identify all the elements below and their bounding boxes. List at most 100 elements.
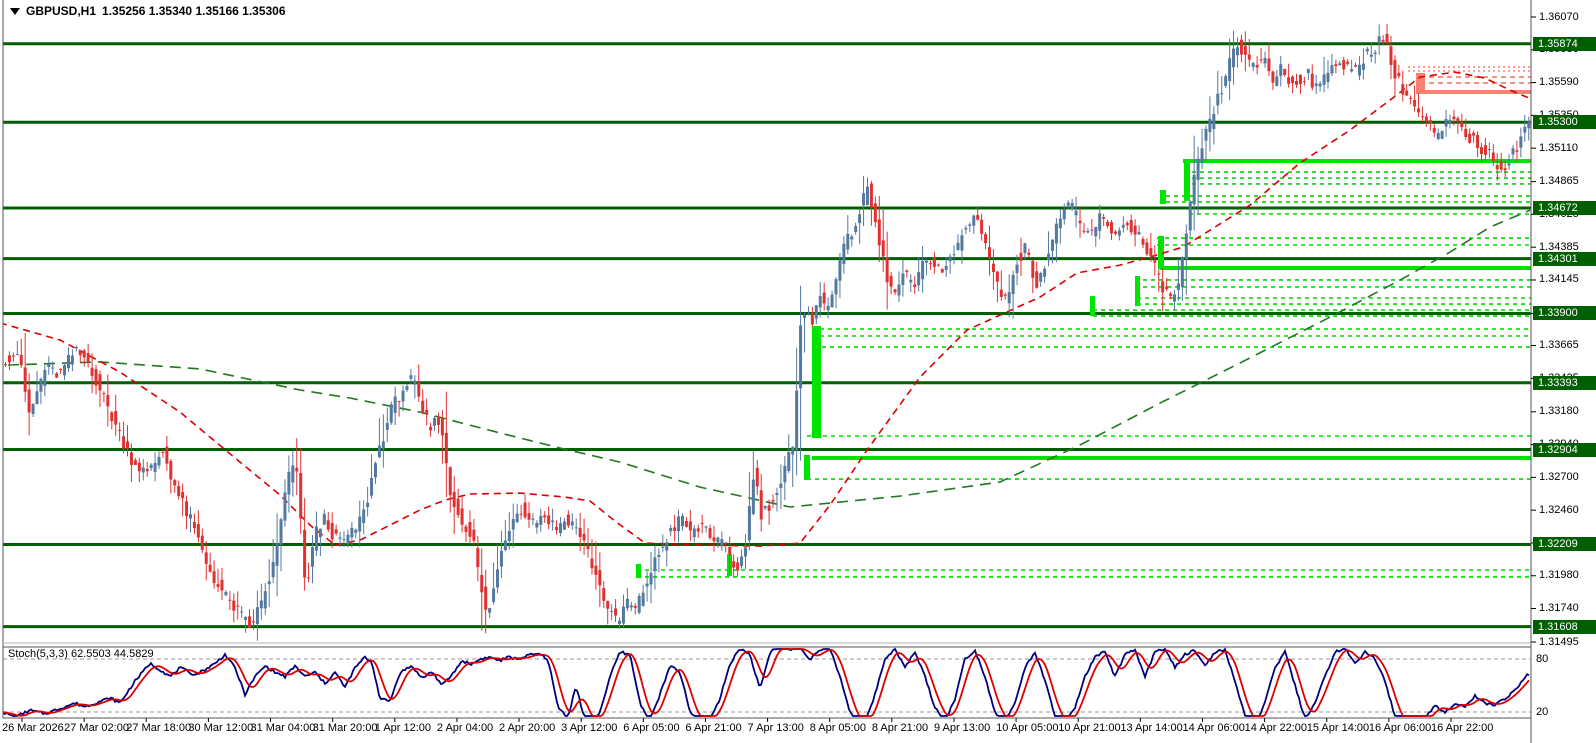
bear-candle bbox=[295, 467, 299, 472]
bull-candle bbox=[1070, 202, 1074, 210]
bull-candle bbox=[1377, 36, 1381, 44]
bear-candle bbox=[1393, 59, 1397, 79]
bear-candle bbox=[299, 472, 303, 519]
bear-candle bbox=[204, 552, 208, 564]
bull-candle bbox=[503, 540, 507, 551]
bear-candle bbox=[110, 412, 114, 422]
bear-candle bbox=[1480, 147, 1483, 155]
bear-candle bbox=[145, 468, 149, 472]
bear-candle bbox=[547, 515, 551, 525]
bear-candle bbox=[208, 564, 212, 572]
time-tick-label: 26 Mar 2026 bbox=[2, 722, 64, 734]
bear-candle bbox=[578, 527, 582, 537]
bear-candle bbox=[200, 535, 204, 550]
bear-candle bbox=[460, 508, 464, 525]
bull-candle bbox=[287, 471, 291, 495]
bull-candle bbox=[948, 256, 952, 262]
time-tick-label: 15 Apr 14:00 bbox=[1306, 722, 1370, 734]
bear-candle bbox=[307, 577, 311, 579]
bull-candle bbox=[74, 346, 78, 349]
bear-candle bbox=[1129, 220, 1133, 233]
bear-candle bbox=[1334, 64, 1338, 67]
bear-candle bbox=[23, 367, 27, 392]
bear-candle bbox=[877, 219, 881, 246]
bear-candle bbox=[1102, 217, 1106, 219]
bear-candle bbox=[472, 529, 476, 541]
bull-candle bbox=[283, 492, 287, 521]
price-tick-label: 1.32460 bbox=[1539, 503, 1579, 516]
bear-candle bbox=[1381, 39, 1385, 42]
time-tick-label: 1 Apr 12:00 bbox=[374, 722, 432, 734]
bear-candle bbox=[1515, 150, 1519, 152]
bull-candle bbox=[346, 534, 350, 545]
bull-candle bbox=[70, 355, 74, 365]
lime-order-block bbox=[1158, 235, 1164, 269]
moving-averages bbox=[3, 71, 1531, 547]
bear-candle bbox=[1417, 108, 1421, 113]
bear-candle bbox=[11, 355, 15, 357]
bear-candle bbox=[708, 528, 712, 538]
bear-candle bbox=[1483, 145, 1487, 155]
bull-candle bbox=[1279, 64, 1283, 77]
bull-candle bbox=[1200, 148, 1204, 164]
bull-candle bbox=[657, 554, 661, 557]
bear-candle bbox=[444, 432, 448, 464]
stoch-k-line bbox=[3, 647, 1530, 717]
time-tick-label: 16 Apr 06:00 bbox=[1368, 722, 1432, 734]
price-tick-label: 1.31740 bbox=[1539, 602, 1579, 615]
bear-candle bbox=[114, 410, 118, 425]
bull-candle bbox=[535, 522, 539, 528]
bear-candle bbox=[590, 558, 594, 569]
bear-candle bbox=[220, 579, 224, 591]
bear-candle bbox=[889, 275, 893, 287]
bull-candle bbox=[496, 569, 499, 588]
time-tick-label: 27 Mar 18:00 bbox=[126, 722, 192, 734]
order-block-rays bbox=[636, 66, 1531, 578]
stochastic-oscillator bbox=[3, 647, 1531, 717]
lime-order-block bbox=[804, 454, 810, 480]
symbol-dropdown-icon[interactable] bbox=[10, 7, 20, 15]
bear-candle bbox=[602, 588, 606, 601]
bear-candle bbox=[161, 451, 165, 453]
price-tick-label: 1.35110 bbox=[1539, 141, 1578, 154]
bear-candle bbox=[468, 522, 472, 537]
bull-candle bbox=[15, 354, 19, 356]
lime-order-block bbox=[1160, 189, 1166, 205]
bull-candle bbox=[818, 296, 822, 308]
bear-candle bbox=[999, 289, 1003, 297]
bear-candle bbox=[932, 256, 936, 267]
salmon-order-block bbox=[1416, 73, 1425, 94]
bull-candle bbox=[405, 386, 409, 390]
bull-candle bbox=[1121, 224, 1125, 228]
bull-candle bbox=[834, 279, 838, 295]
lime-order-block bbox=[636, 563, 641, 578]
time-tick-label: 14 Apr 22:00 bbox=[1244, 722, 1307, 734]
bear-candle bbox=[555, 526, 559, 531]
bull-candle bbox=[149, 464, 153, 469]
bull-candle bbox=[224, 591, 228, 596]
bear-candle bbox=[122, 436, 126, 449]
bull-candle bbox=[846, 233, 850, 250]
bull-candle bbox=[751, 479, 755, 515]
bear-candle bbox=[633, 605, 637, 608]
bear-candle bbox=[582, 533, 586, 541]
bull-candle bbox=[1137, 231, 1141, 235]
price-tick-label: 1.31980 bbox=[1539, 569, 1579, 582]
bull-candle bbox=[680, 515, 684, 527]
bull-candle bbox=[1275, 76, 1279, 86]
bull-candle bbox=[775, 492, 779, 496]
bull-candle bbox=[409, 375, 413, 379]
bull-candle bbox=[1015, 264, 1019, 273]
lime-order-block bbox=[1184, 161, 1190, 201]
price-tick-label: 1.34145 bbox=[1539, 273, 1579, 286]
bear-candle bbox=[1420, 116, 1424, 118]
bull-candle bbox=[1062, 209, 1066, 220]
time-tick-label: 3 Apr 12:00 bbox=[561, 722, 618, 734]
bear-candle bbox=[519, 513, 523, 515]
bear-candle bbox=[1090, 229, 1094, 231]
bear-candle bbox=[181, 492, 185, 499]
bear-candle bbox=[1397, 72, 1401, 77]
bull-candle bbox=[637, 595, 641, 613]
